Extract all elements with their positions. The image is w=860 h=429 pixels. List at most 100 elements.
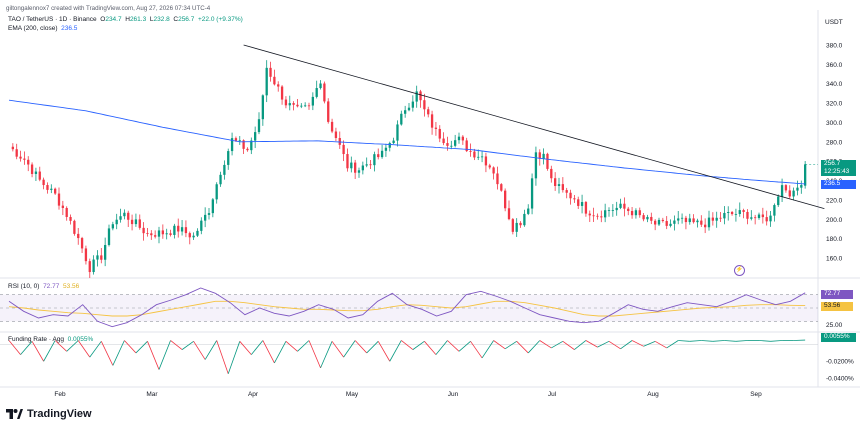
candle-body — [723, 212, 726, 219]
funding-label[interactable]: Funding Rate · Agg — [8, 336, 65, 343]
funding-segment — [678, 340, 690, 342]
candle — [107, 224, 111, 247]
candle-body — [450, 145, 453, 147]
candle — [373, 151, 376, 172]
candle-body — [242, 140, 245, 149]
candle — [423, 93, 426, 117]
candle-body — [550, 168, 553, 179]
candle-body — [569, 192, 572, 199]
candle-body — [542, 153, 545, 159]
ema-label[interactable]: EMA (200, close) — [8, 25, 58, 32]
candle — [404, 105, 407, 118]
ema-value: 236.5 — [61, 25, 78, 32]
currency-label[interactable]: USDT — [825, 19, 843, 26]
candle-body — [784, 185, 788, 191]
rsi-value: 72.77 — [43, 283, 60, 290]
tradingview-logo-icon — [6, 409, 23, 419]
candle-body — [584, 202, 588, 214]
funding-segment — [54, 340, 67, 352]
candle-body — [100, 255, 103, 260]
rsi-label[interactable]: RSI (10, 0) — [8, 283, 40, 290]
funding-segment — [447, 340, 460, 352]
candle-body — [277, 84, 280, 87]
funding-segment — [574, 340, 587, 350]
low-value: 232.8 — [153, 16, 170, 23]
funding-segment — [274, 341, 287, 364]
candle-body — [215, 184, 218, 200]
candle — [465, 137, 468, 153]
time-tick-label: Feb — [54, 391, 66, 398]
candle — [380, 144, 384, 159]
candle — [427, 106, 430, 118]
close-label: C — [173, 16, 179, 23]
candle-body — [511, 219, 514, 232]
candle-body — [673, 220, 676, 224]
candle — [550, 165, 553, 183]
candle — [642, 213, 645, 222]
candle-body — [792, 190, 795, 197]
candle-body — [454, 140, 457, 146]
candle — [546, 152, 549, 171]
candle-body — [169, 233, 172, 235]
candle — [165, 228, 168, 240]
candle — [30, 162, 34, 178]
close-value: 256.7 — [178, 16, 195, 23]
ema-legend: EMA (200, close) 236.5 — [8, 25, 77, 33]
candle-body — [577, 199, 580, 206]
candle-body — [477, 156, 480, 158]
candle — [327, 98, 330, 124]
candle-body — [111, 224, 114, 229]
candle-body — [338, 138, 341, 145]
funding-segment — [227, 341, 241, 374]
candle — [773, 203, 776, 222]
funding-segment — [504, 340, 517, 350]
candle — [515, 218, 518, 237]
candle-body — [788, 190, 791, 197]
candle — [442, 132, 445, 146]
candle-body — [188, 233, 191, 238]
candle-body — [142, 227, 145, 234]
candle — [54, 187, 57, 195]
funding-segment — [181, 340, 194, 350]
candle-body — [480, 156, 484, 158]
candle — [119, 208, 122, 223]
tradingview-brand[interactable]: TradingView — [6, 407, 92, 421]
candle — [342, 140, 345, 162]
rsi-pane — [0, 287, 818, 328]
candle — [438, 125, 441, 143]
candle-body — [284, 99, 288, 106]
pair-title[interactable]: TAO / TetherUS · 1D · Binance — [8, 16, 97, 23]
candle — [357, 167, 361, 178]
funding-legend: Funding Rate · Agg 0.0055% — [8, 336, 93, 344]
funding-segment — [20, 341, 33, 355]
candle-body — [538, 152, 541, 159]
candle-body — [384, 147, 388, 151]
candle-body — [207, 213, 211, 215]
candle-body — [119, 216, 122, 220]
candle-body — [557, 184, 561, 186]
candle — [792, 187, 795, 201]
candle — [527, 204, 530, 216]
candle — [707, 210, 711, 231]
candle — [307, 102, 311, 110]
candle — [196, 228, 199, 238]
rsi-value-tag: 72.77 — [821, 290, 853, 299]
candle — [46, 182, 49, 194]
candle — [350, 156, 353, 173]
funding-tick-label: -0.0400% — [826, 375, 854, 382]
candle-body — [457, 136, 461, 141]
candle-body — [57, 193, 61, 206]
funding-segment — [689, 340, 702, 342]
candle-body — [88, 261, 91, 273]
funding-segment — [758, 340, 771, 342]
candle-body — [319, 83, 322, 89]
candle-body — [504, 190, 507, 209]
low-label: L — [149, 16, 154, 23]
candle-body — [634, 210, 638, 216]
funding-segment — [493, 340, 506, 350]
candle — [750, 210, 753, 221]
lightning-icon[interactable]: ⚡ — [734, 265, 745, 276]
candle — [730, 211, 734, 216]
candle-body — [38, 171, 41, 180]
